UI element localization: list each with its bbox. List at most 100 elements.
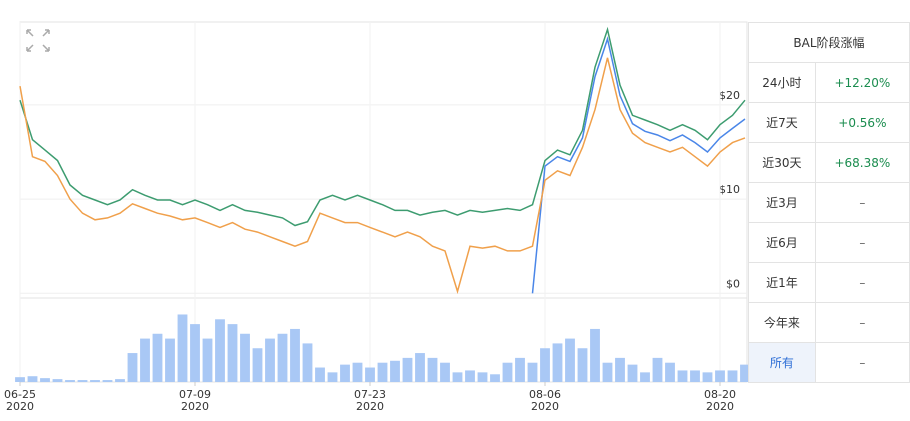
volume-bar (377, 362, 388, 382)
volume-bar (390, 360, 400, 382)
volume-bar (677, 370, 688, 382)
volume-bar (452, 372, 463, 382)
volume-bar (190, 324, 200, 382)
volume-bar (477, 372, 488, 382)
table-row[interactable]: 近7天 +0.56% (748, 102, 910, 143)
volume-bar (402, 357, 413, 382)
price-line (19, 57, 746, 295)
period-label: 近30天 (748, 142, 816, 183)
y-tick-label: $0 (726, 277, 740, 290)
volume-bar (140, 338, 150, 382)
expand-icon[interactable] (26, 29, 50, 52)
table-row[interactable]: 所有 – (748, 342, 910, 383)
period-label: 今年来 (748, 302, 816, 343)
volume-bar (427, 357, 438, 382)
volume-bar (702, 372, 713, 382)
price-line (531, 36, 746, 294)
volume-bar (277, 333, 288, 382)
x-tick-label: 08-20 2020 (704, 388, 736, 413)
period-label: 近6月 (748, 222, 816, 263)
volume-bar (690, 370, 700, 382)
table-row[interactable]: 今年来 – (748, 302, 910, 343)
period-label: 近7天 (748, 102, 816, 143)
volume-bar (40, 378, 50, 382)
volume-bar (115, 379, 125, 382)
x-tick-label: 06-25 2020 (4, 388, 36, 413)
volume-bar (502, 362, 513, 382)
volume-bar (490, 374, 500, 382)
period-label: 近1年 (748, 262, 816, 303)
volume-bar (565, 338, 575, 382)
volume-bar (315, 367, 325, 382)
volume-bar (552, 343, 563, 382)
volume-bar (352, 362, 363, 382)
change-value: +68.38% (814, 142, 910, 183)
period-label: 近3月 (748, 182, 816, 223)
volume-bar (177, 314, 188, 382)
volume-bar (27, 376, 38, 382)
volume-bar (540, 348, 550, 382)
volume-bar (740, 364, 750, 382)
table-row[interactable]: 近1年 – (748, 262, 910, 303)
volume-bar (527, 362, 538, 382)
volume-bar (715, 370, 725, 382)
volume-bar (340, 364, 350, 382)
volume-bar (602, 362, 613, 382)
x-tick-label: 07-23 2020 (354, 388, 386, 413)
volume-bar (590, 328, 600, 382)
y-tick-label: $10 (719, 183, 740, 196)
table-row[interactable]: 近6月 – (748, 222, 910, 263)
volume-bar (302, 343, 313, 382)
change-value: – (814, 342, 910, 383)
volume-bar (415, 353, 425, 382)
volume-bar (652, 357, 663, 382)
price-line (19, 26, 746, 227)
table-row[interactable]: 近3月 – (748, 182, 910, 223)
volume-bar (77, 380, 88, 382)
volume-bar (152, 333, 163, 382)
volume-bar (515, 357, 525, 382)
volume-bar (365, 367, 375, 382)
volume-bar (90, 380, 100, 382)
volume-bar (465, 370, 475, 382)
period-label: 24小时 (748, 62, 816, 103)
volume-bar (265, 338, 275, 382)
table-row[interactable]: 24小时 +12.20% (748, 62, 910, 103)
volume-bar (327, 372, 338, 382)
volume-bar (252, 348, 263, 382)
period-label: 所有 (748, 342, 816, 383)
volume-bar (440, 362, 450, 382)
change-value: – (814, 262, 910, 303)
plot-frame (19, 21, 748, 383)
volume-bar (240, 333, 250, 382)
volume-bar (290, 328, 300, 382)
table-title: BAL阶段涨幅 (748, 22, 910, 63)
change-value: – (814, 182, 910, 223)
volume-bar (52, 379, 63, 382)
volume-bar (227, 324, 238, 382)
volume-bar (127, 353, 138, 382)
volume-bar (165, 338, 175, 382)
change-table: BAL阶段涨幅 24小时 +12.20% 近7天 +0.56% 近30天 +68.38% 近… (748, 22, 910, 383)
volume-bar (727, 370, 738, 382)
change-value: – (814, 222, 910, 263)
volume-bar (577, 348, 588, 382)
volume-bar (627, 364, 638, 382)
volume-bar (665, 362, 675, 382)
volume-bar (640, 372, 650, 382)
x-tick-label: 08-06 2020 (529, 388, 561, 413)
x-tick-label: 07-09 2020 (179, 388, 211, 413)
volume-bar (615, 357, 625, 382)
y-tick-label: $20 (719, 89, 740, 102)
volume-bar (215, 319, 225, 382)
change-value: +12.20% (814, 62, 910, 103)
volume-bar (102, 380, 113, 382)
volume-bar (202, 338, 213, 382)
chart: $0 $10 $20 06-25 2020 07-09 2020 07-23 2020 08-06… (4, 21, 750, 413)
change-value: +0.56% (814, 102, 910, 143)
table-row[interactable]: 近30天 +68.38% (748, 142, 910, 183)
volume-bar (65, 380, 75, 382)
volume-bar (15, 377, 25, 382)
change-value: – (814, 302, 910, 343)
